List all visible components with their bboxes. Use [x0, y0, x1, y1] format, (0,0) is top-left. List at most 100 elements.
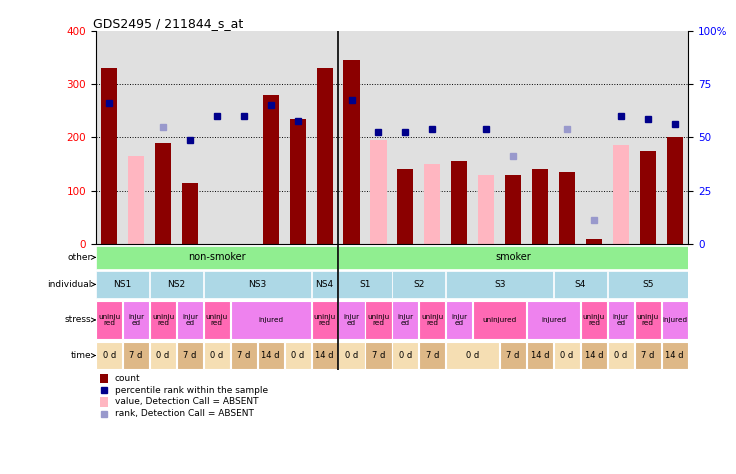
Text: NS4: NS4 [316, 280, 333, 289]
Text: injur
ed: injur ed [397, 314, 414, 326]
Text: 14 d: 14 d [665, 351, 684, 360]
Bar [662, 342, 687, 369]
Bar [231, 342, 257, 369]
Bar [96, 301, 122, 339]
Bar [123, 342, 149, 369]
Bar [285, 342, 311, 369]
Bar [554, 342, 580, 369]
Text: 0 d: 0 d [156, 351, 169, 360]
Bar [231, 301, 311, 339]
Bar [532, 170, 548, 244]
Bar [204, 271, 311, 298]
Bar [451, 162, 467, 244]
Text: S1: S1 [359, 280, 371, 289]
Text: NS3: NS3 [248, 280, 266, 289]
Text: injur
ed: injur ed [344, 314, 360, 326]
Bar [662, 301, 687, 339]
Text: uninjured: uninjured [483, 317, 517, 323]
Text: NS1: NS1 [113, 280, 132, 289]
Bar [365, 301, 392, 339]
Bar [344, 60, 360, 244]
Text: stress: stress [65, 316, 91, 324]
Text: NS2: NS2 [167, 280, 185, 289]
Bar [96, 246, 338, 269]
Bar [96, 271, 149, 298]
Bar [478, 175, 495, 244]
Text: rank, Detection Call = ABSENT: rank, Detection Call = ABSENT [115, 410, 253, 418]
Text: other: other [67, 253, 91, 262]
Text: individual: individual [47, 280, 91, 289]
Bar [559, 172, 575, 244]
Text: time: time [71, 351, 91, 360]
Bar [177, 342, 203, 369]
Bar [392, 271, 445, 298]
Bar [473, 301, 526, 339]
Bar [446, 271, 553, 298]
Bar [339, 271, 392, 298]
Bar [554, 271, 607, 298]
Bar [339, 301, 364, 339]
Text: smoker: smoker [495, 252, 531, 263]
Text: injur
ed: injur ed [182, 314, 198, 326]
Bar [424, 164, 440, 244]
Text: 0 d: 0 d [560, 351, 573, 360]
Text: injur
ed: injur ed [613, 314, 629, 326]
Bar [586, 239, 602, 244]
Text: 7 d: 7 d [641, 351, 654, 360]
Text: S5: S5 [642, 280, 654, 289]
Bar [311, 271, 338, 298]
Text: uninju
red: uninju red [637, 314, 659, 326]
Text: 0 d: 0 d [615, 351, 628, 360]
Text: 0 d: 0 d [345, 351, 358, 360]
Bar [182, 183, 198, 244]
Text: uninju
red: uninju red [314, 314, 336, 326]
Text: non-smoker: non-smoker [188, 252, 246, 263]
Text: injured: injured [662, 317, 687, 323]
Bar [527, 301, 580, 339]
Bar [634, 342, 661, 369]
Text: uninju
red: uninju red [152, 314, 174, 326]
Text: 0 d: 0 d [399, 351, 412, 360]
Bar [263, 95, 279, 244]
Text: percentile rank within the sample: percentile rank within the sample [115, 386, 268, 394]
Text: 14 d: 14 d [261, 351, 280, 360]
Bar [258, 342, 284, 369]
Text: 0 d: 0 d [466, 351, 479, 360]
Text: value, Detection Call = ABSENT: value, Detection Call = ABSENT [115, 398, 258, 406]
Bar [99, 374, 107, 383]
Text: injur
ed: injur ed [128, 314, 144, 326]
Text: S3: S3 [494, 280, 506, 289]
Text: uninju
red: uninju red [98, 314, 120, 326]
Text: 0 d: 0 d [102, 351, 116, 360]
Bar [177, 301, 203, 339]
Bar [397, 170, 414, 244]
Bar [316, 68, 333, 244]
Bar [123, 301, 149, 339]
Bar [128, 156, 144, 244]
Text: 14 d: 14 d [584, 351, 603, 360]
Text: uninju
red: uninju red [421, 314, 444, 326]
Bar [311, 342, 338, 369]
Text: count: count [115, 374, 140, 383]
Bar [150, 271, 203, 298]
Text: GDS2495 / 211844_s_at: GDS2495 / 211844_s_at [93, 17, 243, 30]
Bar [581, 301, 607, 339]
Bar [370, 140, 386, 244]
Bar [339, 342, 364, 369]
Bar [96, 342, 122, 369]
Bar [155, 143, 171, 244]
Bar [505, 175, 521, 244]
Bar [608, 271, 687, 298]
Text: 7 d: 7 d [130, 351, 143, 360]
Bar [420, 301, 445, 339]
Text: injured: injured [258, 317, 283, 323]
Text: 7 d: 7 d [183, 351, 197, 360]
Bar [101, 68, 117, 244]
Bar [99, 397, 107, 407]
Bar [613, 146, 629, 244]
Text: 14 d: 14 d [315, 351, 334, 360]
Text: uninju
red: uninju red [206, 314, 228, 326]
Bar [608, 301, 634, 339]
Text: 0 d: 0 d [210, 351, 224, 360]
Bar [420, 342, 445, 369]
